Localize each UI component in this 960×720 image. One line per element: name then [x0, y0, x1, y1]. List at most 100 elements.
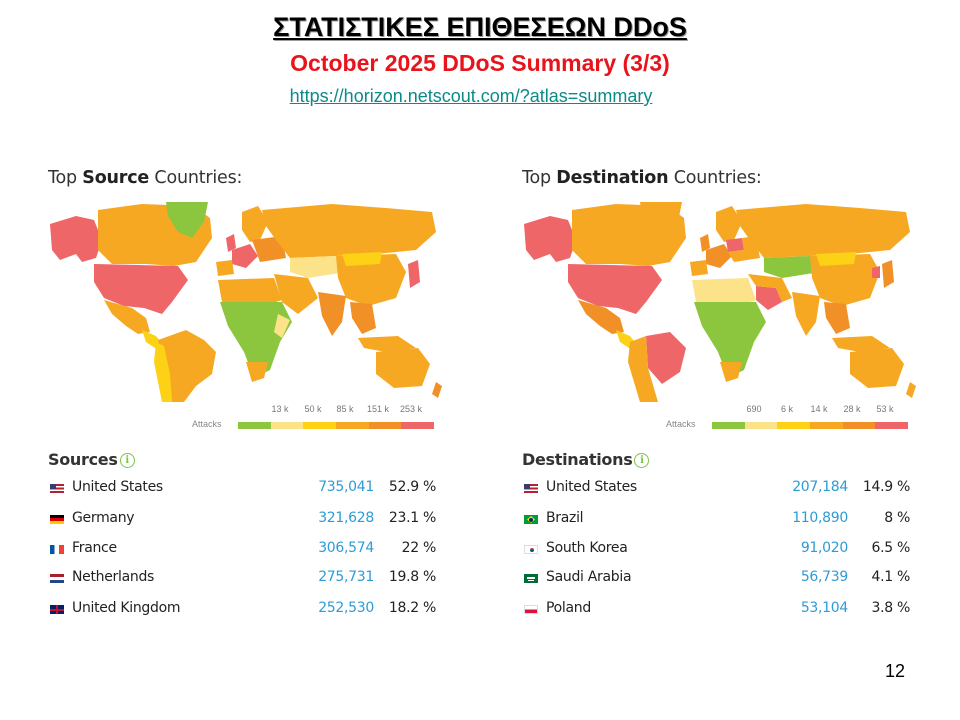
map-region-russia	[736, 204, 910, 258]
map-region-mexico	[104, 300, 150, 334]
map-region-japan	[882, 260, 894, 288]
map-region-france-germany	[232, 244, 258, 268]
list-item[interactable]: United States 735,041 52.9 %	[46, 478, 438, 500]
legend-swatch-6	[401, 422, 435, 429]
list-item[interactable]: United States 207,184 14.9 %	[520, 478, 912, 500]
de-flag-icon	[50, 515, 64, 524]
attack-percent: 3.8 %	[871, 600, 910, 616]
list-item[interactable]: United Kingdom 252,530 18.2 %	[46, 599, 438, 621]
country-name: France	[72, 540, 117, 556]
attack-percent: 52.9 %	[388, 479, 436, 495]
map-region-south-korea	[872, 266, 880, 278]
legend-label: Attacks	[666, 419, 696, 429]
map-region-japan	[408, 260, 420, 288]
map-region-iberia	[216, 260, 234, 276]
country-name: Poland	[546, 600, 591, 616]
legend-color-scale	[238, 422, 435, 429]
heading-prefix: Top	[522, 168, 557, 188]
map-region-south-america	[628, 336, 658, 402]
map-region-scandinavia	[716, 206, 742, 242]
map-region-east-africa	[274, 314, 290, 338]
legend-swatch-2	[270, 422, 304, 429]
gb-flag-icon	[50, 605, 64, 614]
legend-swatch-5	[842, 422, 876, 429]
fr-flag-icon	[50, 545, 64, 554]
country-name: Germany	[72, 510, 135, 526]
attack-count: 735,041	[318, 479, 374, 495]
legend-tick: 151 k	[366, 404, 390, 414]
sources-list-title: Sources i	[48, 450, 135, 469]
map-region-india	[318, 292, 346, 336]
map-region-south-africa	[246, 362, 268, 382]
attack-count: 275,731	[318, 569, 374, 585]
country-name: Netherlands	[72, 569, 155, 585]
list-item[interactable]: South Korea 91,020 6.5 %	[520, 539, 912, 561]
country-name: Saudi Arabia	[546, 569, 632, 585]
list-item[interactable]: Saudi Arabia 56,739 4.1 %	[520, 568, 912, 590]
us-flag-icon	[50, 484, 64, 493]
map-region-china	[810, 254, 880, 306]
legend-swatch-6	[875, 422, 909, 429]
legend-color-scale	[712, 422, 909, 429]
map-region-middle-east	[748, 274, 792, 302]
attack-count: 207,184	[792, 479, 848, 495]
info-icon[interactable]: i	[634, 453, 650, 468]
map-region-australia	[850, 348, 904, 388]
list-item[interactable]: Germany 321,628 23.1 %	[46, 509, 438, 531]
destination-panel: Top Destination Countries: Attacks	[520, 164, 920, 634]
map-region-indonesia	[358, 336, 416, 352]
list-item[interactable]: Netherlands 275,731 19.8 %	[46, 568, 438, 590]
map-region-andes	[154, 342, 172, 402]
map-region-new-zealand	[906, 382, 916, 398]
map-region-greenland	[640, 202, 682, 238]
source-panel-heading: Top Source Countries:	[48, 168, 242, 188]
legend-tick: 13 k	[271, 404, 289, 414]
map-region-greenland	[166, 202, 208, 238]
map-region-north-africa	[218, 278, 282, 306]
map-region-alaska	[524, 216, 576, 262]
map-region-central-asia	[764, 256, 820, 278]
info-icon[interactable]: i	[119, 453, 135, 468]
br-flag-icon	[524, 515, 538, 524]
map-region-south-africa	[720, 362, 742, 382]
destination-legend: Attacks 690 6 k 14 k 28 k 53 k	[666, 404, 916, 434]
map-region-indonesia	[832, 336, 890, 352]
map-region-central-asia	[290, 256, 346, 278]
summary-link[interactable]: https://horizon.netscout.com/?atlas=summ…	[289, 86, 653, 106]
legend-tick: 85 k	[336, 404, 354, 414]
map-region-scandinavia	[242, 206, 268, 242]
attack-percent: 8 %	[884, 510, 910, 526]
map-region-africa	[694, 302, 766, 378]
list-title-text: Sources	[48, 450, 118, 469]
list-item[interactable]: Brazil 110,890 8 %	[520, 509, 912, 531]
attack-count: 110,890	[792, 510, 848, 526]
source-world-map[interactable]	[46, 202, 446, 402]
list-item[interactable]: France 306,574 22 %	[46, 539, 438, 561]
heading-bold: Source	[82, 168, 150, 188]
attack-count: 53,104	[800, 600, 848, 616]
legend-tick: 14 k	[810, 404, 828, 414]
map-region-se-asia	[824, 302, 850, 334]
list-item[interactable]: Poland 53,104 3.8 %	[520, 599, 912, 621]
legend-tick: 28 k	[843, 404, 861, 414]
destination-panel-heading: Top Destination Countries:	[522, 168, 762, 188]
map-region-russia	[262, 204, 436, 258]
attack-count: 91,020	[800, 540, 848, 556]
country-name: United States	[546, 479, 637, 495]
country-name: South Korea	[546, 540, 628, 556]
attack-percent: 18.2 %	[388, 600, 436, 616]
map-region-africa	[220, 302, 292, 378]
map-region-south-america	[158, 330, 216, 402]
attack-percent: 4.1 %	[871, 569, 910, 585]
slide-subtitle: October 2025 DDoS Summary (3/3)	[290, 50, 670, 76]
country-name: United Kingdom	[72, 600, 181, 616]
attack-count: 321,628	[318, 510, 374, 526]
legend-swatch-3	[777, 422, 811, 429]
source-legend: Attacks 13 k 50 k 85 k 151 k 253 k	[192, 404, 442, 434]
destination-world-map[interactable]	[520, 202, 920, 402]
map-region-se-asia	[350, 302, 376, 334]
map-region-uk	[700, 234, 710, 252]
nl-flag-icon	[50, 574, 64, 583]
source-panel: Top Source Countries:	[46, 164, 446, 634]
pl-flag-icon	[524, 605, 538, 614]
